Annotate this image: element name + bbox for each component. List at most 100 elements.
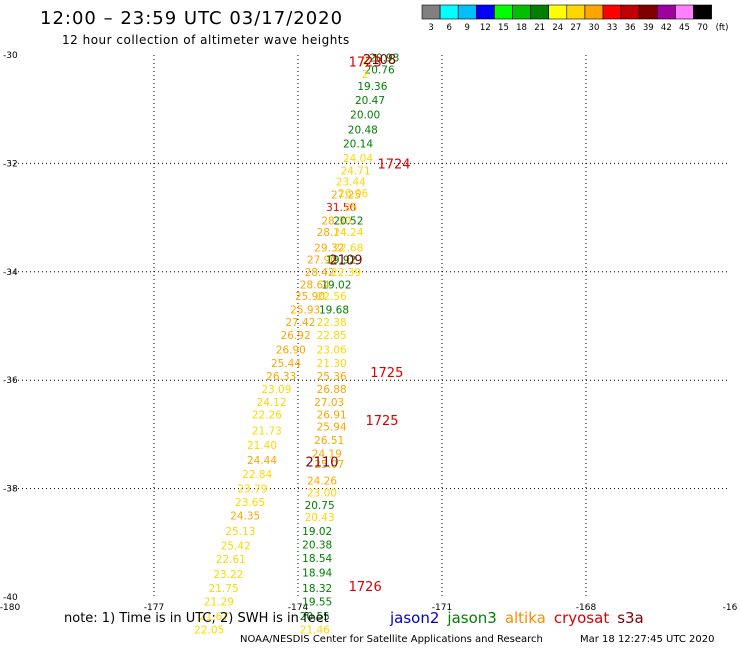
- wave-height-value: 18.54: [302, 553, 332, 565]
- satellite-legend-entry: altika: [504, 609, 546, 627]
- wave-height-value: 25.07: [314, 459, 344, 471]
- wave-height-value: 27.25: [331, 189, 361, 201]
- y-tick-label: -40: [3, 593, 18, 603]
- wave-height-value: 27.90: [307, 254, 337, 266]
- color-scale-swatch: [602, 4, 622, 20]
- wave-height-value: 26.91: [317, 409, 347, 421]
- color-scale-swatch: [638, 4, 658, 20]
- wave-height-value: 21.73: [252, 426, 282, 438]
- units-note: note: 1) Time is in UTC; 2) SWH is in fe…: [64, 611, 329, 626]
- wave-height-value: 26.88: [317, 384, 347, 396]
- wave-height-value: 25.13: [225, 526, 255, 538]
- wave-height-value: 20.48: [348, 124, 378, 136]
- plot-axes: -180 -177 -174 -171 -168 -16 -30 -32 -34 -36 -38 -4…: [0, 51, 738, 613]
- wave-height-value: 22.61: [216, 554, 246, 566]
- wave-height-value: 24.04: [343, 153, 373, 165]
- color-scale-tick-label: 21: [534, 23, 545, 33]
- wave-height-value: 21.67: [199, 611, 229, 623]
- wave-height-value: 2: [362, 55, 369, 67]
- wave-height-value: 23.09: [261, 384, 291, 396]
- satellite-legend-entry: jason2: [390, 609, 440, 627]
- wave-height-value: 20.38: [302, 539, 332, 551]
- color-scale-swatch: [512, 4, 531, 20]
- color-scale-tick-label: 39: [643, 23, 654, 33]
- wave-height-value: 23.44: [336, 176, 366, 188]
- wave-height-value: 22.56: [317, 291, 347, 303]
- color-scale-tick-label: 42: [661, 23, 672, 33]
- y-tick-label: -36: [3, 376, 18, 386]
- wave-height-value: 18.94: [302, 568, 332, 580]
- plot-grid: [10, 55, 730, 597]
- page-subtitle: 12 hour collection of altimeter wave hei…: [62, 33, 350, 47]
- wave-height-value: 23.22: [213, 569, 243, 581]
- wave-height-value: 21.29: [204, 596, 234, 608]
- wave-height-value: 26.92: [281, 330, 311, 342]
- wave-height-value: 26.90: [276, 344, 306, 356]
- footer-credit: NOAA/NESDIS Center for Satellite Applica…: [240, 634, 543, 645]
- color-scale-tick-label: 12: [480, 23, 491, 33]
- x-tick-label: -177: [144, 603, 164, 613]
- wave-height-value: 24.35: [230, 511, 260, 523]
- wave-height-value: 19.92: [326, 254, 356, 266]
- wave-height-value: 22.85: [317, 330, 347, 342]
- wave-height-value: 27.42: [285, 317, 315, 329]
- color-scale-swatch: [548, 4, 568, 20]
- wave-height-value: 27.03: [314, 397, 344, 409]
- pass-time-label: 2110: [305, 456, 338, 471]
- wave-height-value: 24.44: [247, 455, 277, 467]
- color-scale-tick-label: 27: [570, 23, 581, 33]
- wave-height-value: 21.30: [317, 358, 347, 370]
- data-labels: 20.93220.76219.3620.4720.0020.4820.1424.…: [194, 53, 410, 637]
- satellite-legend: jason2 jason3 altika cryosat s3a: [390, 609, 652, 627]
- pass-time-label: 2109: [329, 253, 362, 268]
- color-scale-swatch: [620, 4, 640, 20]
- color-scale-swatch: [693, 4, 712, 20]
- color-scale-swatch: [584, 4, 604, 20]
- wave-height-value: 21.46: [300, 625, 330, 637]
- x-tick-label: -168: [576, 603, 597, 613]
- wave-height-value: 20.00: [350, 110, 380, 122]
- pass-time-label: 1725: [365, 414, 398, 429]
- wave-height-value: 20.43: [305, 512, 335, 524]
- color-scale-swatch: [494, 4, 513, 20]
- wave-height-value: 28.14: [317, 227, 347, 239]
- wave-height-value: 23.65: [235, 497, 265, 509]
- wave-height-value: 24.26: [307, 475, 337, 487]
- wave-height-value: 22.68: [333, 242, 363, 254]
- wave-height-value: 20.75: [305, 500, 335, 512]
- color-scale-swatch: [675, 4, 694, 20]
- color-scale-tick-label: 3: [428, 23, 433, 33]
- wave-height-value: 22.26: [252, 409, 282, 421]
- color-scale-tick-label: 45: [679, 23, 690, 33]
- color-scale-tick-label: 18: [516, 23, 527, 33]
- satellite-legend-entry: s3a: [617, 609, 644, 627]
- satellite-legend-entry: jason3: [447, 609, 497, 627]
- satellite-legend-entry: cryosat: [553, 609, 610, 627]
- wave-height-value: 28.30: [321, 215, 351, 227]
- color-scale-swatch: [439, 4, 459, 20]
- color-scale-tick-label: 15: [498, 23, 509, 33]
- x-tick-label: -171: [432, 603, 452, 613]
- color-scale-swatch: [530, 4, 549, 20]
- wave-height-value: 2: [362, 69, 369, 81]
- pass-time-label: 1726: [349, 580, 382, 595]
- wave-height-value: 25.42: [221, 541, 251, 553]
- wave-height-value: 20.14: [343, 138, 373, 150]
- wave-height-value: 20.76: [365, 65, 395, 77]
- footer-timestamp: Mar 18 12:27:45 UTC 2020: [580, 634, 715, 645]
- wave-height-value: 19.36: [357, 81, 387, 93]
- y-tick-label: -32: [3, 159, 18, 169]
- wave-height-value: 24.24: [333, 227, 363, 239]
- wave-height-value: 28.64: [300, 279, 330, 291]
- wave-height-value: 26.06: [338, 188, 368, 200]
- wave-height-value: 25.36: [317, 371, 347, 383]
- pass-time-label: 1725: [370, 366, 403, 381]
- wave-height-value: 25.44: [271, 358, 301, 370]
- wave-height-value: 25.93: [290, 305, 320, 317]
- color-scale-tick-label: 33: [607, 23, 618, 33]
- wave-height-value: 23.06: [317, 344, 347, 356]
- y-tick-label: -30: [3, 51, 18, 61]
- color-scale-legend: 3 6 9 12 15 18 21 24 27 30 33 36 39 42 45 70 (ft): [421, 4, 728, 33]
- color-scale-swatch: [475, 4, 495, 20]
